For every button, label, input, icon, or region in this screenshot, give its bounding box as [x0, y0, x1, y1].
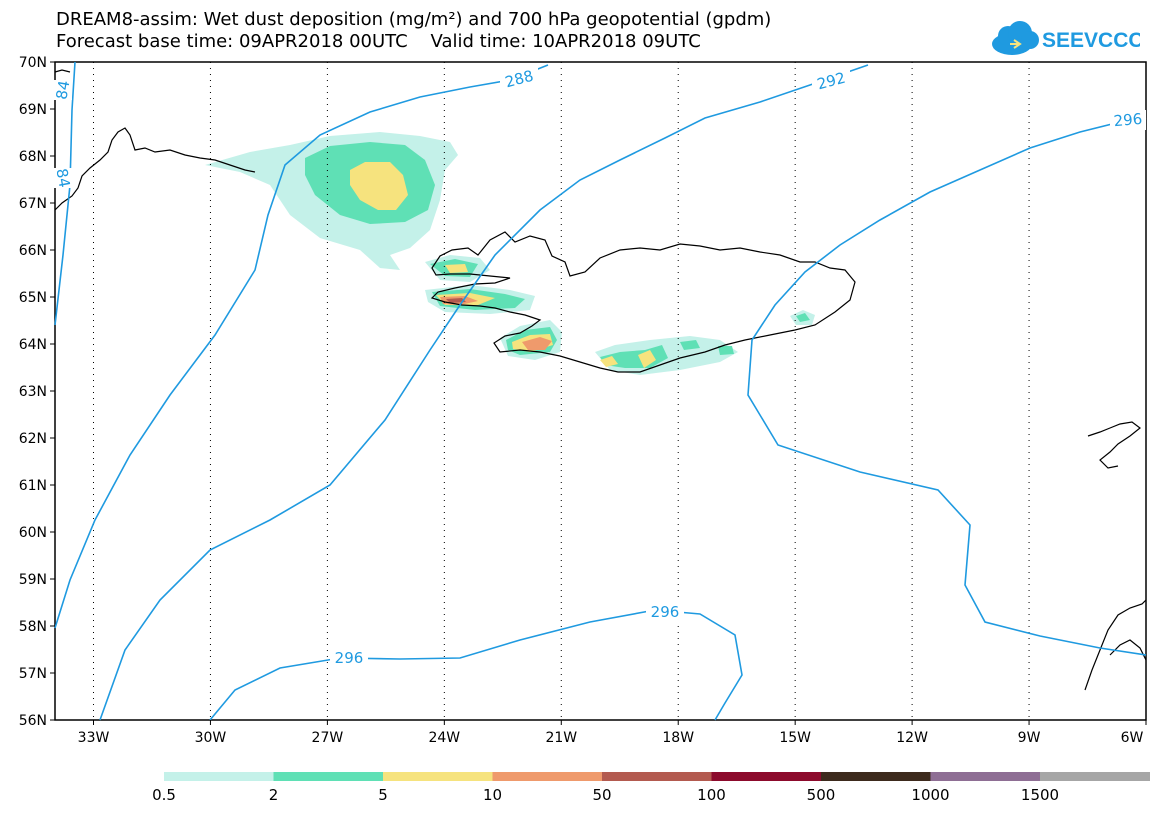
- dust-region-2: [680, 340, 700, 350]
- dust-region-5: [638, 350, 656, 368]
- color-legend: 0.5 2 5 10 50 100 500 1000 1500: [152, 772, 1150, 804]
- dust-region-5: [350, 162, 408, 210]
- lon-label: 6W: [1121, 730, 1144, 746]
- svg-text:296: 296: [335, 649, 364, 667]
- lat-label: 56N: [19, 713, 47, 729]
- contour-284: [54, 61, 76, 326]
- scotland-coast: [1084, 599, 1147, 691]
- legend-label: 2: [269, 786, 279, 804]
- lon-label: 12W: [896, 730, 928, 746]
- contour-288: [54, 64, 549, 629]
- legend-swatch: [602, 772, 712, 781]
- greenland-coast: [54, 127, 256, 211]
- title-line-1: DREAM8-assim: Wet dust deposition (mg/m²…: [56, 9, 772, 30]
- lon-label: 21W: [545, 730, 577, 746]
- contour-296-north: [747, 117, 1147, 656]
- lat-label: 68N: [19, 149, 47, 165]
- contour-label-296-b: 296: [646, 602, 684, 622]
- lat-label: 60N: [19, 525, 47, 541]
- svg-text:84: 84: [52, 167, 73, 189]
- dust-region-2: [796, 313, 810, 322]
- legend-label: 1000: [911, 786, 949, 804]
- seevccc-logo: SEEVCCC: [992, 21, 1140, 55]
- lat-label: 59N: [19, 572, 47, 588]
- greenland-coast-north: [54, 69, 71, 73]
- scotland-coast-south: [1109, 639, 1147, 661]
- cloud-icon: [992, 21, 1039, 55]
- lat-label: 66N: [19, 243, 47, 259]
- dust-region-50: [446, 298, 466, 303]
- legend-swatch: [383, 772, 493, 781]
- contour-label-296-c: 296: [330, 648, 368, 668]
- lat-label: 58N: [19, 619, 47, 635]
- title-line-2: Forecast base time: 09APR2018 00UTC Vali…: [56, 31, 701, 52]
- legend-swatch: [492, 772, 603, 781]
- lon-label: 33W: [78, 730, 110, 746]
- legend-swatch: [930, 772, 1041, 781]
- contour-label-284-a: 84: [52, 79, 73, 101]
- legend-label: 1500: [1021, 786, 1059, 804]
- legend-label: 10: [483, 786, 502, 804]
- lat-label: 67N: [19, 196, 47, 212]
- legend-label: 50: [592, 786, 611, 804]
- lon-label: 18W: [662, 730, 694, 746]
- lat-label: 61N: [19, 478, 47, 494]
- logo-text: SEEVCCC: [1042, 29, 1140, 52]
- legend-label: 0.5: [152, 786, 176, 804]
- contour-label-284-b: 84: [52, 167, 73, 189]
- lat-label: 70N: [19, 55, 47, 71]
- legend-swatch: [164, 772, 274, 781]
- lat-label: 62N: [19, 431, 47, 447]
- lat-label: 57N: [19, 666, 47, 682]
- svg-text:296: 296: [1113, 110, 1143, 130]
- iceland-coast: [430, 231, 856, 373]
- lat-label: 69N: [19, 102, 47, 118]
- legend-swatch: [1040, 772, 1150, 781]
- contour-labels: 84 84 288 292 296 296 296: [52, 67, 1146, 668]
- coastlines: [54, 69, 1147, 691]
- dust-region-5: [600, 356, 618, 367]
- lat-label: 63N: [19, 384, 47, 400]
- legend-swatch: [711, 772, 822, 781]
- dust-region-5: [445, 264, 468, 273]
- lon-label: 24W: [428, 730, 460, 746]
- contour-label-296-a: 296: [1110, 110, 1146, 130]
- lon-label: 9W: [1018, 730, 1041, 746]
- geopotential-contours: [54, 61, 1147, 721]
- lat-label: 65N: [19, 290, 47, 306]
- faroe-coast: [1087, 421, 1141, 469]
- contour-label-292: 292: [812, 69, 850, 93]
- contour-292: [99, 64, 869, 721]
- svg-text:296: 296: [651, 603, 680, 621]
- lat-label: 64N: [19, 337, 47, 353]
- legend-swatch: [821, 772, 931, 781]
- lon-label: 15W: [779, 730, 811, 746]
- longitude-labels: 33W 30W 27W 24W 21W 18W 15W 12W 9W 6W: [78, 720, 1147, 746]
- svg-text:84: 84: [52, 79, 73, 101]
- dust-region-2: [718, 346, 734, 355]
- dust-region-10: [522, 337, 552, 350]
- lon-label: 30W: [195, 730, 227, 746]
- legend-label: 5: [378, 786, 388, 804]
- lon-label: 27W: [312, 730, 344, 746]
- latitude-labels: 70N 69N 68N 67N 66N 65N 64N 63N 62N 61N 60N 59N 58N 5…: [19, 55, 55, 729]
- legend-label: 100: [697, 786, 726, 804]
- legend-label: 500: [807, 786, 836, 804]
- contour-label-288: 288: [500, 67, 538, 91]
- legend-swatch: [273, 772, 384, 781]
- dust-deposition-shading: [205, 132, 815, 375]
- contour-296-south: [209, 609, 743, 721]
